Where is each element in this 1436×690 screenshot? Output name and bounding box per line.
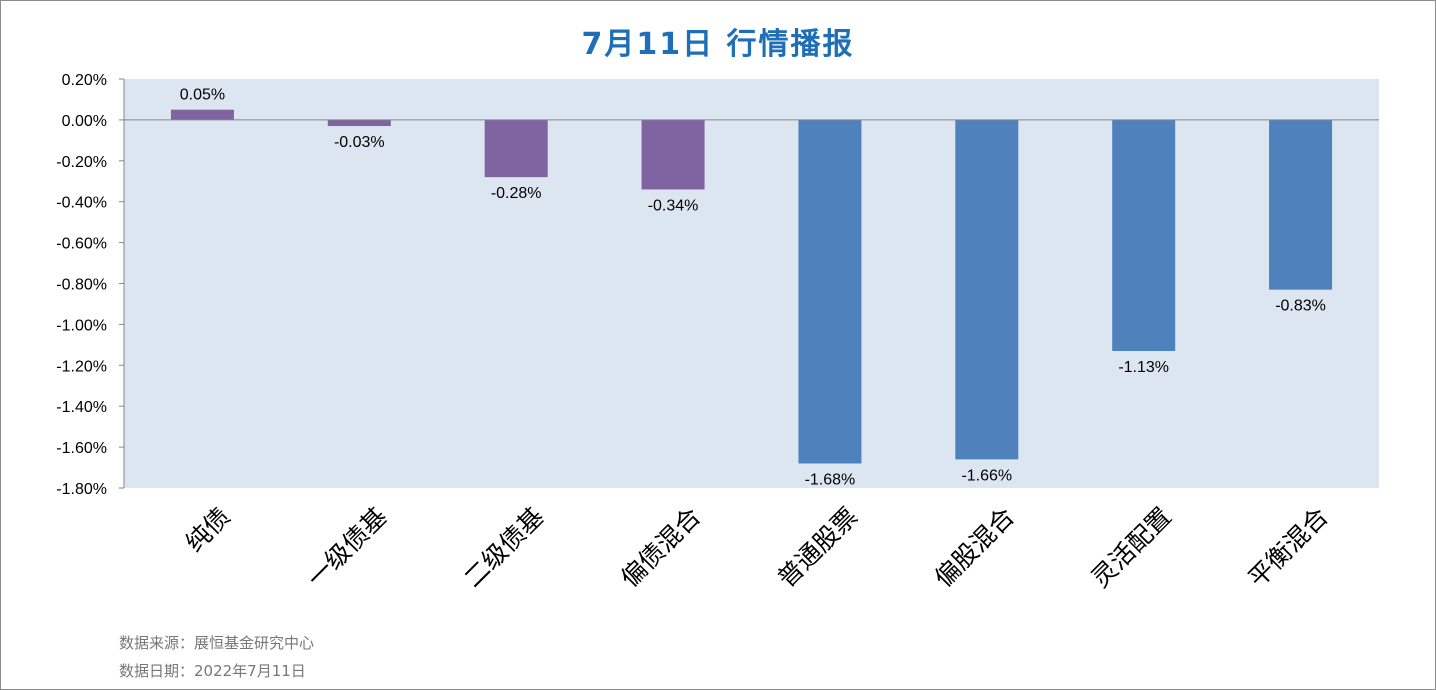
data-label: -0.03% — [334, 134, 385, 151]
category-label: 纯债 — [180, 502, 236, 558]
date-note: 数据日期：2022年7月11日 — [119, 662, 306, 680]
category-label: 二级债基 — [458, 502, 549, 593]
category-label: 灵活配置 — [1086, 502, 1177, 593]
bar-5 — [955, 119, 1019, 460]
bar-0 — [170, 109, 234, 120]
y-tick-label: -1.40% — [56, 399, 107, 416]
bar-4 — [798, 119, 862, 464]
y-tick-label: 0.20% — [62, 72, 107, 89]
category-label: 偏债混合 — [615, 502, 706, 593]
bar-1 — [327, 119, 391, 127]
data-label: -0.28% — [491, 185, 542, 202]
source-note: 数据来源：展恒基金研究中心 — [119, 634, 315, 652]
category-label: 普通股票 — [772, 502, 863, 593]
y-tick-label: -1.60% — [56, 440, 107, 457]
y-tick-label: -1.80% — [56, 481, 107, 498]
bar-2 — [484, 119, 548, 178]
y-tick-label: -0.60% — [56, 236, 107, 253]
category-label: 偏股混合 — [929, 502, 1020, 593]
chart-title: 7月11日 行情播报 — [581, 27, 855, 62]
category-label: 一级债基 — [301, 502, 392, 593]
y-tick-label: -0.20% — [56, 154, 107, 171]
data-label: -0.83% — [1275, 298, 1326, 315]
bar-6 — [1112, 119, 1176, 351]
y-tick-label: 0.00% — [62, 113, 107, 130]
y-tick-label: -1.20% — [56, 358, 107, 375]
bar-7 — [1269, 119, 1333, 290]
plot-area — [124, 79, 1379, 488]
data-label: -0.34% — [648, 197, 699, 214]
data-label: -1.68% — [805, 471, 856, 488]
y-tick-label: -0.40% — [56, 195, 107, 212]
bar-3 — [641, 119, 705, 190]
data-label: 0.05% — [180, 87, 225, 104]
category-label: 平衡混合 — [1243, 502, 1334, 593]
y-tick-label: -1.00% — [56, 317, 107, 334]
y-tick-label: -0.80% — [56, 277, 107, 294]
data-label: -1.13% — [1118, 359, 1169, 376]
data-label: -1.66% — [961, 467, 1012, 484]
